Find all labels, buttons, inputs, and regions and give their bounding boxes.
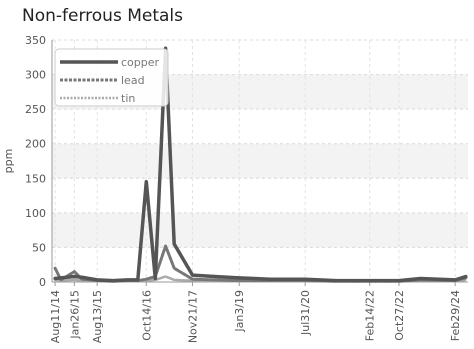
y-tick-label: 300 <box>25 69 46 82</box>
x-tick-label: Jul31/20 <box>299 290 312 336</box>
y-tick-label: 0 <box>39 276 46 289</box>
y-tick-label: 250 <box>25 103 46 116</box>
x-tick-label: Oct27/22 <box>393 290 406 341</box>
series-line-copper <box>53 46 468 283</box>
tick-labels: 0 50 100 150 200 250 300 350 Aug11/14 Jan26/15 Aug… <box>2 34 462 343</box>
x-tick-label: Aug13/15 <box>91 290 104 343</box>
legend-label-lead: lead <box>121 74 145 87</box>
x-tick-label: Oct14/16 <box>140 290 153 341</box>
x-tick-label: Jan3/19 <box>233 290 246 333</box>
y-tick-label: 150 <box>25 172 46 185</box>
x-tick-label: Aug11/14 <box>49 290 62 343</box>
y-tick-label: 100 <box>25 207 46 220</box>
chart-title: Non-ferrous Metals <box>22 6 184 26</box>
series-line-lead <box>53 244 468 283</box>
legend-label-tin: tin <box>121 92 135 105</box>
legend-label-copper: copper <box>121 56 160 69</box>
x-tick-label: Nov21/17 <box>186 290 199 343</box>
series-lines <box>53 46 468 283</box>
x-tick-label: Jan26/15 <box>68 290 81 340</box>
y-axis-label: ppm <box>2 149 15 174</box>
x-tick-label: Feb14/22 <box>364 290 377 341</box>
background-band <box>52 143 468 179</box>
x-tick-label: Feb29/24 <box>449 290 462 341</box>
background-band <box>52 212 468 248</box>
y-tick-label: 350 <box>25 34 46 47</box>
y-tick-label: 200 <box>25 138 46 151</box>
gridlines <box>52 39 468 283</box>
legend: copper lead tin <box>54 48 169 107</box>
y-tick-label: 50 <box>32 241 46 254</box>
